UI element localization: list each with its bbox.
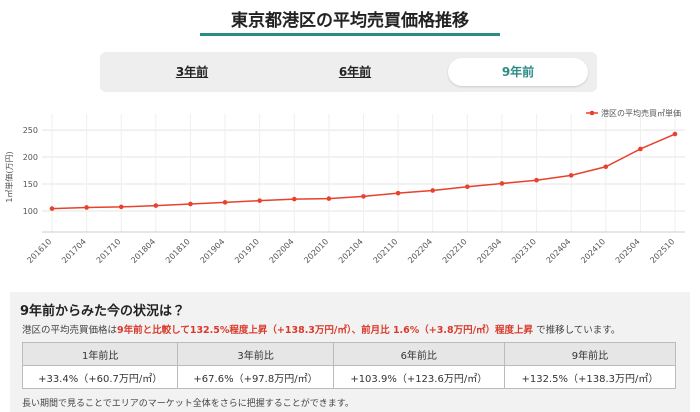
x-tick-label: 202004 xyxy=(268,237,296,265)
data-point xyxy=(84,205,89,210)
table-header: 6年前比 xyxy=(332,342,505,366)
summary-heading: 9年前からみた今の状況は？ xyxy=(20,304,186,319)
table-cell: +132.5%（+138.3万円/㎡） xyxy=(503,365,677,389)
x-tick-label: 202410 xyxy=(579,237,607,265)
title-underline xyxy=(200,33,500,36)
y-tick-label: 150 xyxy=(23,180,38,189)
note: 長い期間で見ることでエリアのマーケット全体をさらに把握することができます。 xyxy=(22,399,354,409)
data-point xyxy=(638,146,643,152)
data-point xyxy=(222,200,228,205)
tab[interactable]: 6年前 xyxy=(338,65,372,79)
table-header: 9年前比 xyxy=(503,342,677,366)
emphasis-text: 9年前と比較して132.5%程度上昇（+138.3万円/㎡）、前月比 1.6%（… xyxy=(117,325,534,336)
data-point xyxy=(534,177,539,183)
data-point xyxy=(257,198,262,203)
table-header: 1年前比 xyxy=(21,342,179,366)
x-tick-label: 202504 xyxy=(614,237,642,265)
comparison-table: 1年前比 3年前比 6年前比 9年前比 +33.4%（+60.7万円/㎡） +67.6%（… xyxy=(21,342,677,389)
summary-segment: で推移しています。 xyxy=(533,325,621,336)
data-point xyxy=(291,196,297,202)
x-tick-label: 202010 xyxy=(302,237,330,265)
x-tick-label: 202104 xyxy=(337,237,365,265)
data-point xyxy=(603,164,609,170)
page-title: 東京都港区の平均売買価格推移 xyxy=(231,11,469,31)
x-tick-label: 202204 xyxy=(406,237,434,265)
x-tick-label: 202304 xyxy=(475,237,503,265)
chart: 100 150 200 250 201610 201704 201710 201804 2018… xyxy=(4,108,685,265)
data-point xyxy=(395,190,401,196)
table-header-row: 1年前比 3年前比 6年前比 9年前比 xyxy=(21,342,677,366)
summary-segment: 港区の平均売買価格は xyxy=(22,325,118,336)
tab[interactable]: 3年前 xyxy=(175,65,209,79)
data-point xyxy=(188,201,193,207)
data-point xyxy=(499,181,505,186)
y-axis-label: 1㎡単価(万円) xyxy=(4,151,14,202)
data-point xyxy=(568,173,574,178)
x-tick-label: 201804 xyxy=(129,237,157,265)
legend-label: 港区の平均売買㎡単価 xyxy=(601,108,681,118)
table-cell: +33.4%（+60.7万円/㎡） xyxy=(21,365,179,389)
table-cell: +67.6%（+97.8万円/㎡） xyxy=(177,365,334,389)
tab[interactable]: 9年前 xyxy=(448,58,588,86)
x-tick-label: 201910 xyxy=(233,237,261,265)
y-tick-label: 200 xyxy=(23,153,38,162)
x-tick-label: 201710 xyxy=(95,237,123,265)
y-tick-label: 100 xyxy=(23,207,38,216)
table-header: 3年前比 xyxy=(177,342,334,366)
period-tabs: 3年前 6年前 9年前 xyxy=(100,52,597,92)
data-point xyxy=(672,131,678,137)
data-point xyxy=(153,203,159,208)
data-point xyxy=(326,196,332,201)
x-tick-label: 202404 xyxy=(545,237,573,265)
table-row: +33.4%（+60.7万円/㎡） +67.6%（+97.8万円/㎡） +103.9… xyxy=(21,365,677,389)
x-tick-label: 201810 xyxy=(164,237,192,265)
summary-text: 港区の平均売買価格は9年前と比較して132.5%程度上昇（+138.3万円/㎡）… xyxy=(22,322,620,336)
x-tick-label: 201704 xyxy=(60,237,88,265)
data-point xyxy=(361,194,366,199)
table-cell: +103.9%（+123.6万円/㎡） xyxy=(332,365,505,389)
data-point xyxy=(430,188,436,193)
x-tick-label: 202110 xyxy=(372,237,400,265)
data-point xyxy=(118,204,124,210)
x-tick-label: 202310 xyxy=(510,237,538,265)
x-tick-label: 201610 xyxy=(25,237,53,265)
data-point xyxy=(49,206,55,211)
legend-marker xyxy=(589,110,595,116)
x-tick-label: 202210 xyxy=(441,237,469,265)
x-tick-label: 202510 xyxy=(648,237,676,265)
y-tick-label: 250 xyxy=(23,126,38,135)
x-tick-label: 201904 xyxy=(199,237,227,265)
data-point xyxy=(465,184,470,190)
